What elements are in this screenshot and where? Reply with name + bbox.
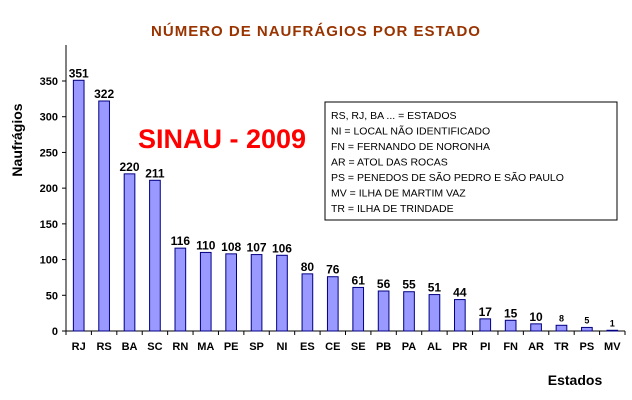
category-label: SE [351, 341, 366, 353]
y-axis-title: Naufrágios [9, 103, 25, 176]
legend-note-line: RS, RJ, BA ... = ESTADOS [331, 110, 457, 122]
category-label: ES [300, 341, 315, 353]
category-label: AL [427, 341, 442, 353]
data-label: 61 [352, 273, 366, 287]
category-label: MV [604, 341, 621, 353]
bar-pi [479, 318, 492, 332]
data-label: 351 [69, 66, 89, 80]
bars [72, 79, 619, 332]
bar-ma [199, 251, 212, 332]
category-label: TR [554, 341, 569, 353]
data-label: 44 [453, 286, 467, 300]
y-tick-label: 0 [52, 326, 58, 338]
data-label: 106 [272, 241, 292, 255]
bar-ce [326, 276, 339, 332]
category-label: PS [580, 341, 595, 353]
bar-rs [98, 100, 110, 332]
category-label: RN [172, 341, 188, 353]
data-label: 8 [559, 313, 564, 323]
data-label: 220 [120, 160, 140, 174]
bar-rn [174, 247, 187, 332]
legend-note-line: NI = LOCAL NÃO IDENTIFICADO [331, 125, 490, 138]
bar-pb [377, 290, 390, 332]
chart-title: NÚMERO DE NAUFRÁGIOS POR ESTADO [151, 22, 481, 40]
y-tick-label: 50 [46, 290, 58, 302]
bar-ni [276, 254, 288, 332]
legend-note-line: FN = FERNANDO DE NORONHA [331, 141, 490, 153]
bar-al [428, 294, 441, 332]
data-label: 51 [428, 281, 442, 295]
data-label: 55 [402, 278, 416, 292]
category-label: FN [503, 341, 518, 353]
legend-note-line: TR = ILHA DE TRINDADE [331, 203, 454, 215]
y-tick-label: 100 [40, 255, 58, 267]
data-label: 107 [247, 241, 267, 255]
legend-note-line: MV = ILHA DE MARTIM VAZ [331, 188, 466, 200]
bar-ps [581, 326, 593, 332]
data-label: 56 [377, 277, 391, 291]
category-label: RS [96, 341, 111, 353]
category-label: CE [325, 341, 340, 353]
legend-note-line: AR = ATOL DAS ROCAS [331, 157, 448, 169]
bar-ba [123, 173, 136, 332]
category-label: SC [147, 341, 162, 353]
bar-pe [225, 253, 237, 332]
data-label: 116 [171, 234, 191, 248]
legend-note-line: PS = PENEDOS DE SÃO PEDRO E SÃO PAULO [331, 171, 564, 184]
bar-tr [555, 324, 568, 332]
category-label: BA [122, 341, 138, 353]
bar-es [301, 273, 314, 332]
bar-sp [250, 254, 263, 332]
y-tick-label: 250 [40, 147, 58, 159]
y-tick-label: 350 [40, 76, 58, 88]
legend-box: RS, RJ, BA ... = ESTADOS NI = LOCAL NÃO I… [324, 101, 618, 221]
bar-se [352, 286, 365, 332]
category-label: MA [197, 341, 214, 353]
data-label: 5 [584, 315, 589, 325]
category-label: PA [402, 341, 417, 353]
x-axis-title: Estados [548, 372, 603, 388]
category-label: SP [249, 341, 264, 353]
y-ticks: 0 50 100 150 200 250 300 350 [40, 76, 66, 338]
bar-pa [403, 291, 415, 332]
bar-pr [454, 299, 466, 332]
category-label: PB [376, 341, 391, 353]
data-label: 15 [504, 306, 518, 320]
data-label: 17 [479, 305, 493, 319]
y-tick-label: 300 [40, 112, 58, 124]
category-label: PI [480, 341, 490, 353]
data-label: 322 [94, 87, 114, 101]
category-labels: RJ RS BA SC RN MA PE SP NI ES CE SE PB PA AL PR PI FN AR TR… [72, 341, 622, 353]
data-label: 76 [326, 263, 340, 277]
y-tick-label: 200 [40, 183, 58, 195]
bar-ar [530, 323, 542, 332]
data-label: 108 [221, 240, 241, 254]
data-label: 211 [145, 166, 165, 180]
data-label: 10 [529, 310, 543, 324]
bar-fn [504, 319, 517, 332]
category-label: PR [452, 341, 467, 353]
data-label: 80 [301, 260, 315, 274]
sinau-annotation: SINAU - 2009 [138, 124, 306, 154]
data-label: 110 [196, 238, 216, 252]
x-ticks [65, 331, 626, 335]
bar-rj [72, 79, 85, 332]
y-tick-label: 150 [40, 219, 58, 231]
bar-mv [606, 329, 619, 332]
category-label: AR [528, 341, 544, 353]
category-label: PE [224, 341, 239, 353]
category-label: RJ [72, 341, 86, 353]
legend-box-frame [324, 101, 618, 221]
bar-sc [149, 179, 161, 332]
category-label: NI [276, 341, 287, 353]
data-label: 1 [610, 318, 615, 328]
